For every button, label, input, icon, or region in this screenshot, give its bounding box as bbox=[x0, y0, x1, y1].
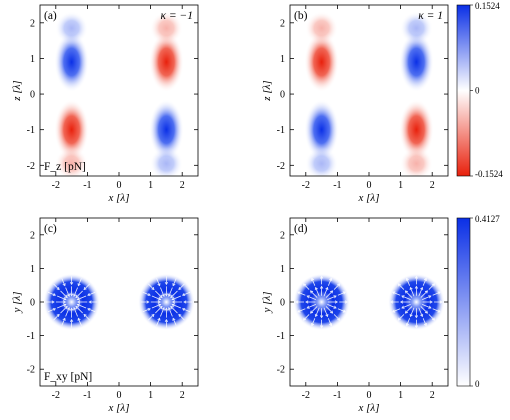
x-tick-label: -1 bbox=[333, 180, 341, 191]
y-tick-label: 1 bbox=[280, 264, 285, 275]
y-tick-label: -2 bbox=[27, 365, 35, 376]
quantity-label: F_xy [pN] bbox=[44, 371, 92, 383]
y-axis-label: z [λ] bbox=[261, 80, 273, 101]
lobe-tail bbox=[149, 146, 183, 176]
y-tick-label: -1 bbox=[27, 331, 35, 342]
heatmap-field bbox=[304, 11, 434, 176]
force-arrows bbox=[390, 275, 443, 329]
y-axis-label: y [λ] bbox=[11, 292, 23, 314]
lobe-tail bbox=[55, 146, 89, 176]
colorbar-label: 0 bbox=[475, 86, 480, 96]
x-tick-label: -1 bbox=[83, 390, 91, 401]
y-tick-label: 0 bbox=[280, 90, 285, 101]
y-tick-label: -1 bbox=[277, 125, 285, 136]
x-tick-label: 0 bbox=[117, 390, 122, 401]
lobe-negative bbox=[304, 31, 339, 93]
x-tick-label: 0 bbox=[367, 390, 372, 401]
y-axis-label: z [λ] bbox=[11, 80, 23, 101]
panel-d: -2 -1 0 1 2 -2 -1 0 1 2 x [λ] y [λ] (d) 0.4127 0 bbox=[261, 214, 500, 414]
lobe-tail bbox=[149, 11, 183, 45]
lobe-tail bbox=[305, 146, 339, 176]
x-tick-label: 1 bbox=[398, 180, 403, 191]
force-arrows bbox=[46, 276, 98, 328]
x-tick-label: 0 bbox=[117, 180, 122, 191]
x-axis-label: x [λ] bbox=[108, 192, 130, 204]
lobe-tail bbox=[399, 11, 433, 45]
x-tick-label: 1 bbox=[398, 390, 403, 401]
y-tick-label: -2 bbox=[277, 161, 285, 172]
y-axis-label: y [λ] bbox=[261, 292, 273, 314]
lobe-negative bbox=[149, 31, 184, 93]
heatmap-field bbox=[43, 273, 195, 331]
quantity-label: F_z [pN] bbox=[44, 161, 86, 173]
panel-label: (a) bbox=[44, 10, 57, 22]
y-tick-label: -1 bbox=[27, 125, 35, 136]
x-tick-label: -2 bbox=[302, 390, 310, 401]
y-tick-label: 0 bbox=[280, 298, 285, 309]
x-axis-label: x [λ] bbox=[358, 402, 380, 414]
x-tick-label: 2 bbox=[430, 390, 435, 401]
colorbar-gradient bbox=[456, 4, 471, 177]
y-tick-label: 1 bbox=[30, 264, 35, 275]
panel-a: -2 -1 0 1 2 -2 -1 0 1 2 x [λ] z [λ] (a) κ = −1 F_z [pN… bbox=[11, 4, 199, 204]
y-tick-label: 2 bbox=[30, 18, 35, 29]
y-tick-label: 1 bbox=[280, 54, 285, 65]
lobe-positive bbox=[399, 31, 434, 93]
force-arrows bbox=[295, 275, 348, 329]
panel-label: (b) bbox=[294, 10, 308, 22]
x-tick-label: -1 bbox=[333, 390, 341, 401]
y-tick-label: -2 bbox=[277, 365, 285, 376]
x-tick-label: -2 bbox=[52, 390, 60, 401]
lobe-tail bbox=[399, 146, 433, 176]
y-tick-label: 0 bbox=[30, 298, 35, 309]
panel-b: -2 -1 0 1 2 -2 -1 0 1 2 x [λ] z [λ] (b) κ = 1 0.1524 0 -… bbox=[261, 1, 503, 204]
force-arrows bbox=[140, 276, 192, 328]
lobe-negative bbox=[54, 99, 89, 160]
panel-label: (c) bbox=[44, 223, 57, 235]
x-tick-label: 1 bbox=[148, 180, 153, 191]
colorbar: 0.4127 0 bbox=[456, 214, 500, 389]
colorbar: 0.1524 0 -0.1524 bbox=[456, 1, 503, 179]
y-tick-label: -1 bbox=[277, 331, 285, 342]
colorbar-label: -0.1524 bbox=[475, 169, 503, 179]
kappa-annotation: κ = 1 bbox=[418, 10, 443, 22]
heatmap-field bbox=[293, 273, 445, 331]
panel-label: (d) bbox=[294, 223, 308, 235]
panel-c: -2 -1 0 1 2 -2 -1 0 1 2 x [λ] y [λ] (c) F_xy [pN] bbox=[11, 217, 199, 414]
y-tick-label: 1 bbox=[30, 54, 35, 65]
colorbar-label: 0.4127 bbox=[475, 214, 500, 224]
x-tick-label: 2 bbox=[180, 390, 185, 401]
x-tick-label: 2 bbox=[180, 180, 185, 191]
lobe-tail bbox=[55, 11, 89, 45]
x-tick-label: -2 bbox=[302, 180, 310, 191]
x-tick-label: 1 bbox=[148, 390, 153, 401]
colorbar-gradient bbox=[456, 217, 471, 387]
lobe-tail bbox=[305, 11, 339, 45]
colorbar-label: 0 bbox=[475, 379, 480, 389]
x-tick-label: 2 bbox=[430, 180, 435, 191]
kappa-annotation: κ = −1 bbox=[160, 10, 193, 22]
y-tick-label: 2 bbox=[280, 230, 285, 241]
x-tick-label: -2 bbox=[52, 180, 60, 191]
lobe-positive bbox=[149, 99, 184, 160]
colorbar-label: 0.1524 bbox=[475, 1, 500, 11]
y-tick-label: 2 bbox=[30, 230, 35, 241]
x-axis-label: x [λ] bbox=[358, 192, 380, 204]
x-tick-label: 0 bbox=[367, 180, 372, 191]
x-tick-label: -1 bbox=[83, 180, 91, 191]
lobe-positive bbox=[304, 99, 339, 160]
y-tick-label: 0 bbox=[30, 90, 35, 101]
lobe-positive bbox=[54, 31, 89, 93]
y-tick-label: -2 bbox=[27, 161, 35, 172]
heatmap-field bbox=[54, 11, 184, 176]
x-axis-label: x [λ] bbox=[108, 402, 130, 414]
lobe-negative bbox=[399, 99, 434, 160]
y-tick-label: 2 bbox=[280, 18, 285, 29]
